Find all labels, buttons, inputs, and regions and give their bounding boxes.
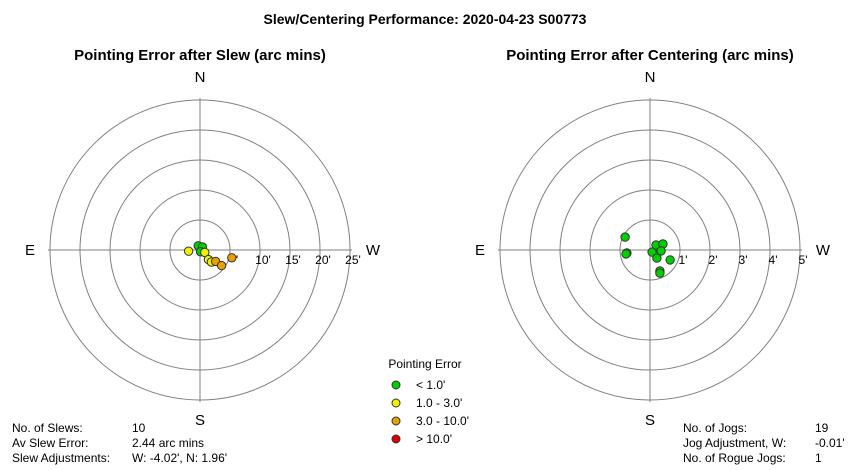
slew-points (183, 241, 237, 271)
figure-title: Slew/Centering Performance: 2020-04-23 S… (264, 11, 587, 27)
centering-stat-value: -0.01' (815, 436, 845, 450)
centering-data-point (620, 232, 630, 242)
legend-items: < 1.0' 1.0 - 3.0' 3.0 - 10.0' > 10.0' (391, 378, 469, 446)
legend-label: > 10.0' (416, 432, 452, 446)
slew-tick-labels: 10' 15' 20' 25' ' (236, 253, 361, 267)
legend-marker (391, 434, 401, 444)
centering-stat-label: No. of Rogue Jogs: (683, 451, 786, 465)
centering-stat-value: 19 (815, 421, 829, 435)
legend-marker (391, 380, 401, 390)
centering-tick-label: 4' (769, 253, 778, 267)
legend-label: 1.0 - 3.0' (416, 396, 462, 410)
centering-tick-label: 5' (799, 253, 808, 267)
centering-compass-south: S (645, 412, 655, 429)
slew-compass-east: E (25, 242, 35, 259)
centering-stat-value: 1 (815, 451, 822, 465)
legend-label: < 1.0' (416, 378, 445, 392)
slew-tick-label: 15' (285, 253, 301, 267)
centering-polar-plot: Pointing Error after Centering (arc mins… (475, 47, 831, 429)
legend-label: 3.0 - 10.0' (416, 414, 469, 428)
slew-data-point (227, 253, 237, 263)
centering-tick-label: 2' (709, 253, 718, 267)
centering-points (620, 232, 675, 278)
legend-title: Pointing Error (388, 357, 461, 371)
slew-data-point (216, 260, 227, 271)
centering-data-point (621, 249, 631, 259)
centering-stats: No. of Jogs: 19 Jog Adjustment, W: -0.01' No… (683, 421, 845, 465)
slew-polar-plot: Pointing Error after Slew (arc mins) N S… (25, 47, 381, 429)
slew-plot-title: Pointing Error after Slew (arc mins) (74, 47, 326, 64)
slew-data-point (183, 246, 194, 256)
slew-stat-value: W: -4.02', N: 1.96' (132, 451, 227, 465)
centering-tick-label: 1' (679, 253, 688, 267)
slew-stat-value: 10 (132, 421, 146, 435)
legend-marker (391, 398, 401, 408)
slew-compass-south: S (195, 412, 205, 429)
slew-tick-label: 20' (315, 253, 331, 267)
centering-stat-label: Jog Adjustment, W: (683, 436, 786, 450)
centering-data-point (665, 255, 675, 265)
centering-compass-north: N (645, 69, 656, 86)
centering-compass-east: E (475, 242, 485, 259)
centering-tick-label: 3' (739, 253, 748, 267)
slew-stats: No. of Slews: 10 Av Slew Error: 2.44 arc mi… (12, 421, 227, 465)
slew-stat-label: Slew Adjustments: (12, 451, 110, 465)
centering-compass-west: W (816, 242, 831, 259)
centering-data-point (655, 268, 665, 278)
centering-tick-labels: 1' 2' 3' 4' 5' (679, 253, 808, 267)
centering-data-point (656, 246, 666, 256)
slew-compass-north: N (195, 69, 206, 86)
slew-stat-value: 2.44 arc mins (132, 436, 204, 450)
centering-data-point (647, 247, 657, 257)
slew-tick-label: ' (236, 253, 238, 267)
centering-plot-title: Pointing Error after Centering (arc mins… (506, 47, 794, 64)
legend: Pointing Error < 1.0' 1.0 - 3.0' 3.0 - 10.… (388, 357, 469, 446)
centering-stat-label: No. of Jogs: (683, 421, 747, 435)
slew-compass-west: W (366, 242, 381, 259)
slew-tick-label: 10' (255, 253, 271, 267)
slew-stat-label: Av Slew Error: (12, 436, 88, 450)
centering-data-point (652, 253, 662, 263)
slew-tick-label: 25' (345, 253, 361, 267)
slew-stat-label: No. of Slews: (12, 421, 83, 435)
legend-marker (391, 416, 401, 426)
